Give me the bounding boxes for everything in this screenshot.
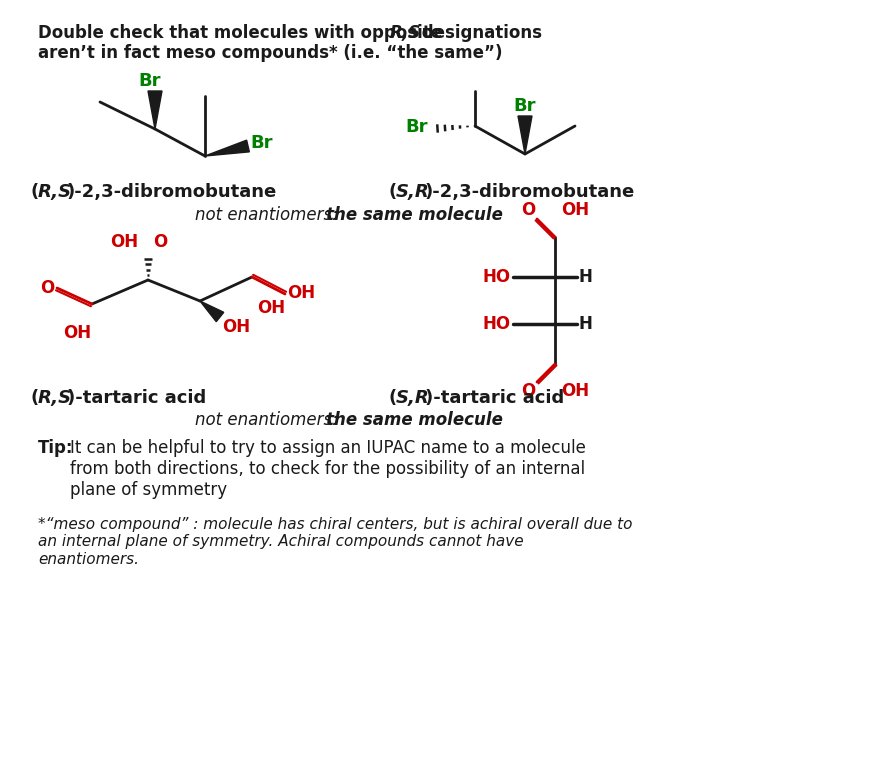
Polygon shape [200,301,223,322]
Text: (: ( [388,183,396,201]
Text: OH: OH [561,382,590,400]
Text: OH: OH [561,201,590,219]
Text: )-tartaric acid: )-tartaric acid [425,389,564,407]
Text: )-tartaric acid: )-tartaric acid [67,389,206,407]
Text: S,R: S,R [396,389,430,407]
Text: R,S: R,S [38,183,72,201]
Text: O: O [39,279,54,297]
Text: Br: Br [513,97,536,115]
Text: not enantiomers:: not enantiomers: [195,411,343,429]
Text: H: H [579,268,593,286]
Text: *“meso compound” : molecule has chiral centers, but is achiral overall due to
an: *“meso compound” : molecule has chiral c… [38,517,632,567]
Text: OH: OH [222,318,251,336]
Text: Br: Br [406,118,428,136]
Text: H: H [579,315,593,333]
Text: OH: OH [287,284,315,302]
Text: the same molecule: the same molecule [326,411,503,429]
Text: )-2,3-dibromobutane: )-2,3-dibromobutane [425,183,635,201]
Text: Tip:: Tip: [38,439,74,457]
Text: O: O [520,382,535,400]
Text: (: ( [30,389,39,407]
Text: HO: HO [483,268,511,286]
Text: HO: HO [483,315,511,333]
Text: not enantiomers:: not enantiomers: [195,206,343,224]
Text: Br: Br [138,72,161,90]
Text: R,S: R,S [390,24,421,42]
Text: O: O [153,233,167,251]
Text: Br: Br [250,134,272,152]
Text: the same molecule: the same molecule [326,206,503,224]
Text: (: ( [388,389,396,407]
Polygon shape [205,140,250,156]
Text: OH: OH [63,324,91,342]
Text: OH: OH [110,233,138,251]
Text: S,R: S,R [396,183,430,201]
Text: R,S: R,S [38,389,72,407]
Text: OH: OH [257,299,285,317]
Polygon shape [518,116,532,154]
Text: (: ( [30,183,39,201]
Text: )-2,3-dibromobutane: )-2,3-dibromobutane [67,183,277,201]
Text: designations: designations [416,24,542,42]
Text: aren’t in fact meso compounds* (i.e. “the same”): aren’t in fact meso compounds* (i.e. “th… [38,44,503,62]
Text: O: O [520,201,535,219]
Polygon shape [148,91,162,129]
Text: It can be helpful to try to assign an IUPAC name to a molecule
from both directi: It can be helpful to try to assign an IU… [70,439,586,499]
Text: Double check that molecules with opposite: Double check that molecules with opposit… [38,24,448,42]
